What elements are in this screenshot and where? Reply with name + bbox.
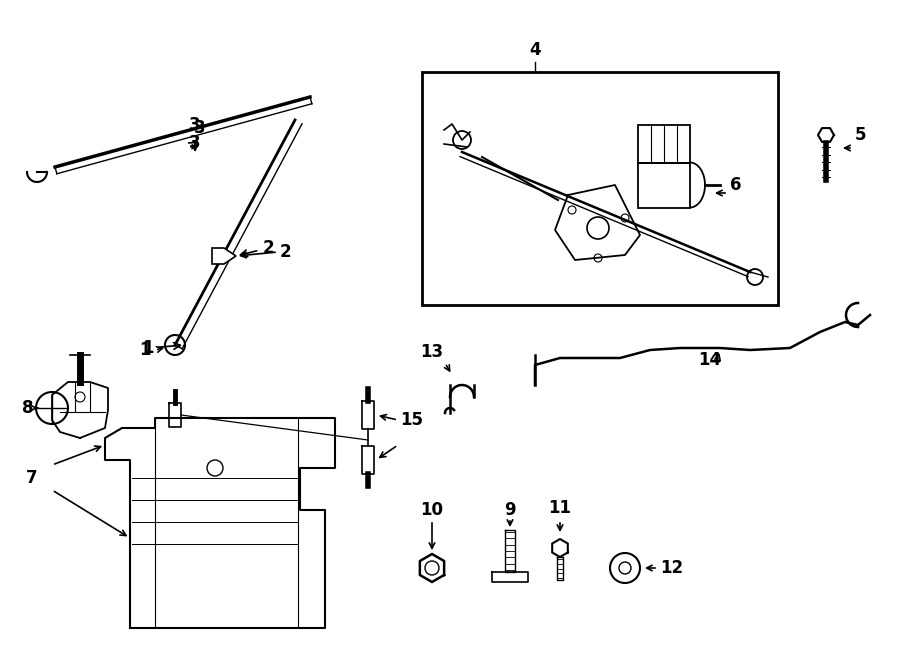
Text: 13: 13 xyxy=(420,343,444,361)
Text: 10: 10 xyxy=(420,501,444,519)
Text: 1: 1 xyxy=(140,341,151,359)
Text: 2: 2 xyxy=(240,239,274,257)
Text: 3: 3 xyxy=(194,119,206,137)
Text: 1: 1 xyxy=(142,339,180,357)
Text: 8: 8 xyxy=(22,399,34,417)
Text: 3: 3 xyxy=(189,116,201,134)
Text: 9: 9 xyxy=(504,501,516,519)
Text: 3: 3 xyxy=(189,134,201,152)
Text: 11: 11 xyxy=(548,499,572,517)
Bar xyxy=(638,125,690,163)
Text: 14: 14 xyxy=(698,351,722,369)
Text: 12: 12 xyxy=(660,559,683,577)
Text: 15: 15 xyxy=(400,411,423,429)
Text: 7: 7 xyxy=(26,469,38,487)
Bar xyxy=(638,163,690,208)
Text: 4: 4 xyxy=(529,41,541,59)
Text: 5: 5 xyxy=(855,126,867,144)
Text: 2: 2 xyxy=(280,243,292,261)
Polygon shape xyxy=(212,248,236,264)
Bar xyxy=(422,72,778,305)
Text: 6: 6 xyxy=(730,176,742,194)
